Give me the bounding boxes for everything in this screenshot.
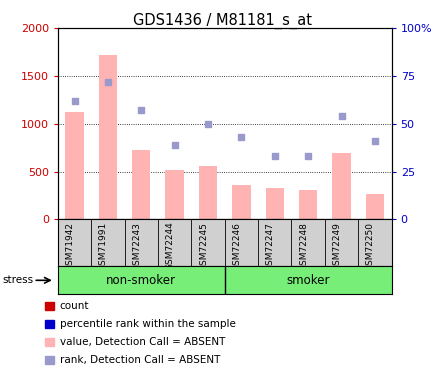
Text: GSM72248: GSM72248 <box>299 222 308 271</box>
Point <box>305 153 312 159</box>
Text: GSM72250: GSM72250 <box>366 222 375 271</box>
Bar <box>299 190 317 219</box>
Text: GSM72243: GSM72243 <box>132 222 142 271</box>
Text: GSM71991: GSM71991 <box>99 222 108 271</box>
Text: GSM71942: GSM71942 <box>65 222 75 271</box>
Text: rank, Detection Call = ABSENT: rank, Detection Call = ABSENT <box>60 355 220 364</box>
Bar <box>366 194 384 219</box>
Point <box>338 113 345 119</box>
Point <box>271 153 279 159</box>
Bar <box>232 185 251 219</box>
Bar <box>65 112 84 219</box>
Bar <box>266 188 284 219</box>
Text: percentile rank within the sample: percentile rank within the sample <box>60 319 235 328</box>
Text: GSM72245: GSM72245 <box>199 222 208 271</box>
Point <box>372 138 379 144</box>
Text: GDS1436 / M81181_s_at: GDS1436 / M81181_s_at <box>133 13 312 29</box>
Text: non-smoker: non-smoker <box>106 274 176 287</box>
Point <box>105 79 112 85</box>
Point <box>238 134 245 140</box>
Text: smoker: smoker <box>287 274 330 287</box>
Point <box>171 142 178 148</box>
Text: value, Detection Call = ABSENT: value, Detection Call = ABSENT <box>60 337 225 346</box>
Bar <box>199 166 217 219</box>
Bar <box>99 55 117 219</box>
Bar <box>166 170 184 219</box>
Text: GSM72246: GSM72246 <box>232 222 241 271</box>
Text: GSM72249: GSM72249 <box>332 222 342 271</box>
Text: GSM72247: GSM72247 <box>266 222 275 271</box>
Point <box>71 98 78 104</box>
Bar <box>332 153 351 219</box>
Text: GSM72244: GSM72244 <box>166 222 174 270</box>
Point <box>205 121 212 127</box>
Point <box>138 107 145 113</box>
Text: stress: stress <box>2 275 33 285</box>
Bar <box>132 150 150 219</box>
Text: count: count <box>60 301 89 310</box>
